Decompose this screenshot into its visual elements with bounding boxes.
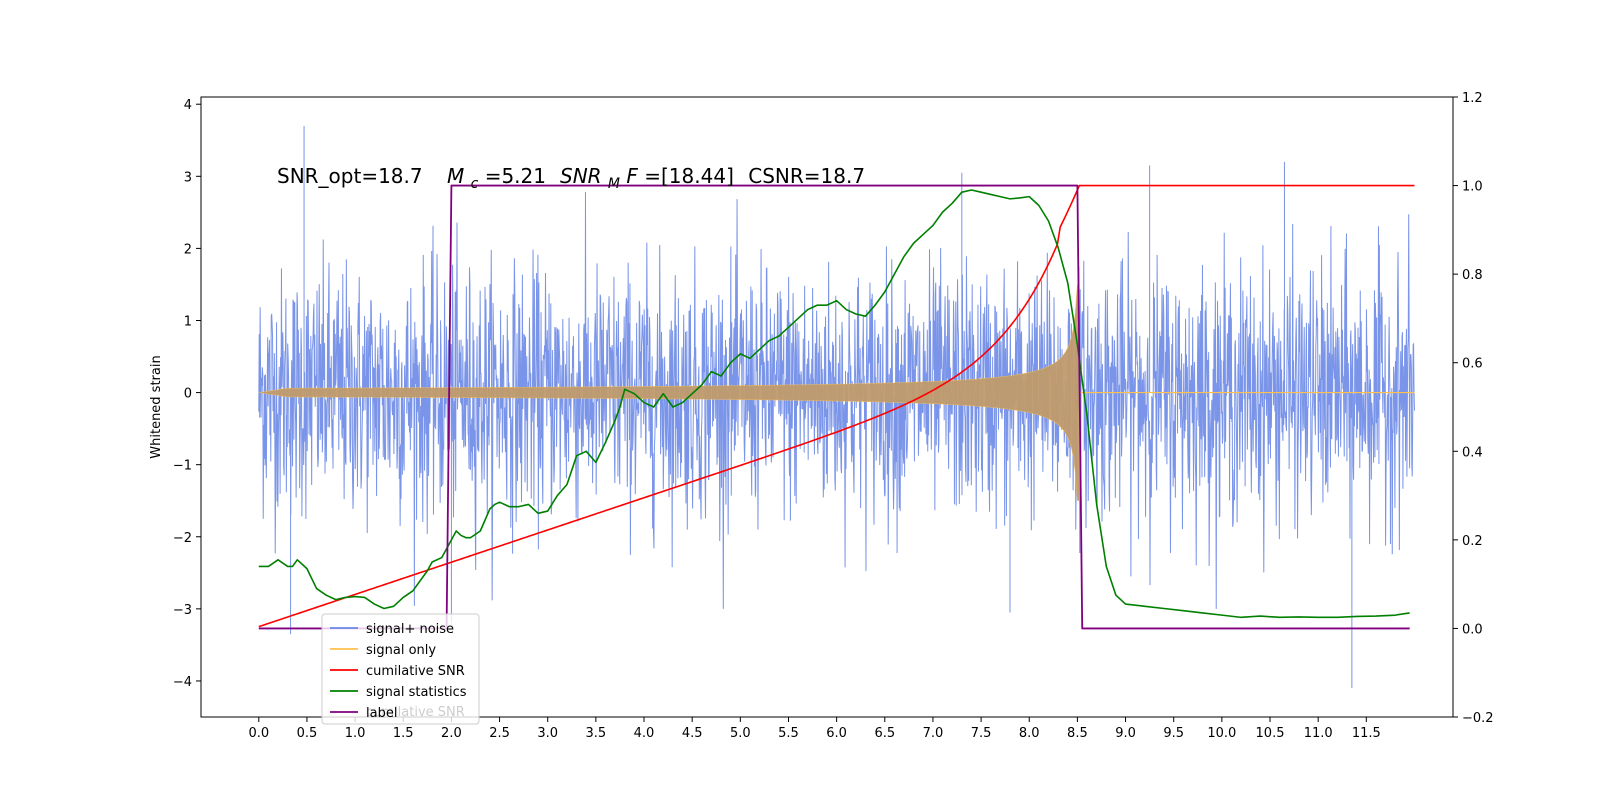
series-signal-statistics (258, 189, 1410, 619)
x-tick-label: 6.0 (826, 726, 847, 741)
x-tick-label: 0.0 (248, 726, 269, 741)
x-tick-label: 8.5 (1067, 726, 1088, 741)
series-cumulative-snr (258, 184, 1415, 628)
x-tick-label: 7.0 (923, 726, 944, 741)
series-layer (258, 125, 1415, 689)
x-tick-label: 4.5 (682, 726, 703, 741)
x-tick-label: 1.5 (393, 726, 414, 741)
x-tick-label: 3.0 (537, 726, 558, 741)
right-y-tick-label: 0.2 (1462, 534, 1483, 549)
annotation-snrmf-value: =[18.44] (644, 164, 734, 188)
legend-label: cumilative SNR (366, 664, 465, 679)
svg-text:SNR_opt=18.7 M c: SNR_opt=18.7 M c =5.21 SNR M F =[18.44] … (277, 164, 865, 193)
x-tick-label: 7.5 (971, 726, 992, 741)
left-y-tick-label: −3 (173, 603, 192, 618)
x-tick-label: 2.5 (489, 726, 510, 741)
legend-box (321, 613, 480, 725)
x-tick-label: 5.0 (730, 726, 751, 741)
annotation-csnr: CSNR=18.7 (748, 164, 865, 188)
x-tick-label: 5.5 (778, 726, 799, 741)
legend-label: label (366, 706, 397, 721)
legend-label: signal only (366, 643, 436, 658)
left-y-axis-label: Whitened strain (149, 355, 164, 458)
annotation-snrmf-sub: M (608, 176, 620, 192)
right-y-tick-label: 0.6 (1462, 357, 1483, 372)
right-y-tick-label: 1.0 (1462, 180, 1483, 195)
left-y-tick-label: 0 (184, 387, 192, 402)
left-y-tick-label: 2 (184, 242, 192, 257)
left-y-tick-label: 4 (184, 98, 192, 113)
x-tick-label: 11.5 (1352, 726, 1381, 741)
x-tick-label: 11.0 (1304, 726, 1333, 741)
annotation-snrmf-symbol: SNR (560, 164, 602, 188)
legend-label: signal+ noise (366, 622, 454, 637)
annotation-mc-sub: c (471, 176, 479, 192)
annotation-snrmf-f: F (626, 164, 638, 188)
x-tick-label: 2.0 (441, 726, 462, 741)
x-tick-label: 10.5 (1256, 726, 1285, 741)
right-y-tick-label: 0.4 (1462, 445, 1483, 460)
x-tick-label: 3.5 (586, 726, 607, 741)
legend-label: signal statistics (366, 685, 467, 700)
left-y-tick-label: 3 (184, 170, 192, 185)
left-y-tick-label: −2 (173, 531, 192, 546)
x-tick-label: 9.5 (1163, 726, 1184, 741)
axes-layer: 0.0 0.5 1.0 1.5 2.0 2.5 3.0 3.5 4.0 4.5 5.0 5.5 6.0 6… (173, 91, 1494, 741)
annotation-mc-symbol: M (447, 164, 464, 188)
x-tick-label: 0.5 (297, 726, 318, 741)
x-tick-label: 8.0 (1019, 726, 1040, 741)
snr-annotation: SNR_opt=18.7 M c =5.21 SNR M F =[18.44] … (277, 164, 865, 193)
right-y-tick-label: 0.0 (1462, 622, 1483, 637)
annotation-mc-value: =5.21 (485, 164, 546, 188)
annotation-snr-opt: SNR_opt=18.7 (277, 164, 423, 188)
right-y-tick-label: 0.8 (1462, 268, 1483, 283)
x-tick-label: 1.0 (345, 726, 366, 741)
x-tick-label: 6.5 (874, 726, 895, 741)
plot-frame (200, 96, 1454, 718)
right-y-tick-label: −0.2 (1462, 711, 1494, 726)
x-tick-label: 9.0 (1115, 726, 1136, 741)
x-tick-label: 10.0 (1207, 726, 1236, 741)
series-signal-plus-noise (258, 125, 1415, 689)
left-y-tick-label: −4 (173, 675, 192, 690)
right-y-tick-label: 1.2 (1462, 91, 1483, 106)
left-y-tick-label: 1 (184, 314, 192, 329)
left-y-tick-label: −1 (173, 459, 192, 474)
x-tick-label: 4.0 (634, 726, 655, 741)
